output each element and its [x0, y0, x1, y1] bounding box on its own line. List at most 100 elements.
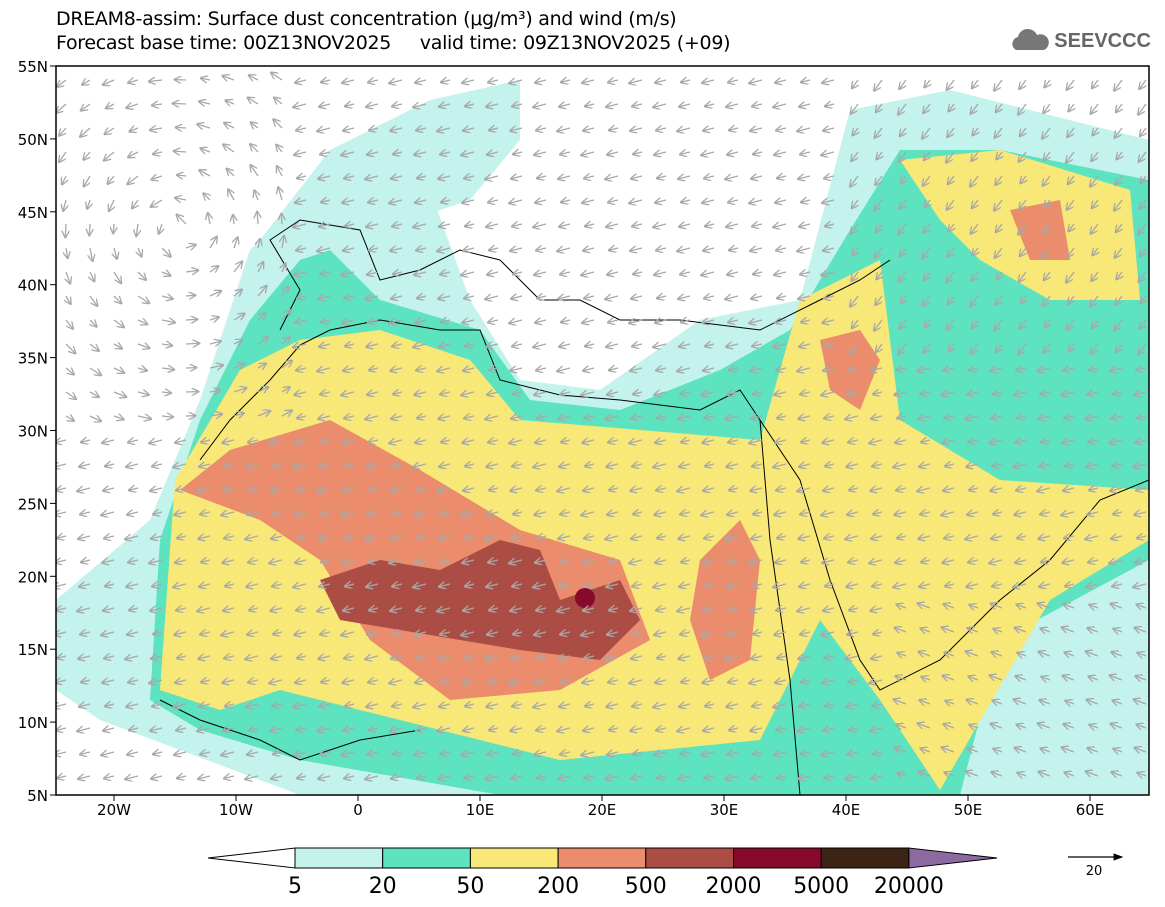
wind-arrow: [250, 144, 259, 153]
wind-arrow: [848, 440, 859, 442]
wind-arrow: [113, 344, 122, 349]
wind-arrow: [1069, 223, 1074, 231]
wind-arrow: [295, 560, 307, 563]
wind-arrow: [653, 584, 667, 587]
wind-arrow: [1069, 343, 1074, 351]
wind-arrow: [65, 319, 73, 329]
wind-arrow: [704, 536, 715, 538]
wind-arrow: [1115, 295, 1123, 305]
wind-arrow: [1061, 512, 1075, 515]
wind-arrow: [967, 700, 979, 704]
wind-arrow: [281, 411, 292, 416]
wind-arrow: [1091, 223, 1099, 234]
wind-arrow: [965, 536, 979, 539]
wind-arrow: [1043, 295, 1051, 306]
wind-arrow: [630, 128, 643, 131]
wind-arrow: [581, 632, 595, 635]
wind-arrow: [705, 224, 715, 226]
wind-arrow: [65, 416, 74, 421]
wind-arrow: [200, 632, 211, 634]
lat-label: 45N: [18, 204, 48, 222]
wind-arrow: [943, 368, 955, 371]
wind-arrow: [560, 152, 571, 154]
wind-arrow: [1039, 584, 1051, 587]
wind-arrow: [1063, 488, 1075, 491]
wind-arrow: [678, 416, 691, 419]
wind-arrow: [101, 632, 115, 635]
wind-arrow: [297, 296, 307, 298]
wind-arrow: [753, 392, 763, 394]
wind-arrow: [948, 175, 954, 184]
wind-arrow: [1087, 512, 1099, 515]
wind-arrow: [257, 364, 266, 368]
wind-arrow: [512, 224, 523, 226]
wind-arrow: [1016, 368, 1027, 370]
wind-arrow: [1017, 536, 1027, 538]
wind-arrow: [681, 560, 691, 562]
colorbar-swatch: [469, 847, 559, 869]
wind-arrow: [773, 584, 787, 587]
wind-arrow: [59, 151, 67, 162]
wind-arrow: [945, 464, 955, 466]
wind-arrow: [413, 224, 427, 227]
wind-arrow: [971, 151, 979, 161]
wind-arrow: [511, 536, 523, 539]
wind-arrow: [776, 248, 787, 250]
wind-arrow: [89, 223, 90, 235]
wind-arrow: [992, 584, 1003, 586]
wind-arrow: [489, 728, 499, 730]
wind-arrow: [536, 248, 547, 250]
wind-arrow: [1040, 512, 1051, 514]
wind-arrow: [1090, 295, 1099, 306]
wind-arrow: [209, 266, 218, 272]
wind-arrow: [1110, 488, 1123, 491]
wind-arrow: [681, 200, 691, 202]
wind-arrow: [463, 368, 475, 371]
wind-arrow: [823, 128, 835, 131]
wind-arrow: [657, 656, 667, 658]
wind-arrow: [1091, 103, 1099, 114]
wind-arrow: [799, 704, 811, 707]
wind-arrow: [797, 128, 811, 131]
wind-arrow: [1113, 512, 1123, 514]
wind-arrow: [629, 560, 643, 563]
wind-arrow: [510, 608, 523, 611]
wind-arrow: [437, 608, 451, 611]
wind-arrow: [56, 464, 67, 467]
wind-arrow: [1042, 127, 1051, 138]
wind-arrow: [65, 368, 74, 374]
wind-arrow: [204, 194, 210, 200]
wind-arrow: [296, 728, 307, 730]
wind-arrow: [997, 151, 1002, 159]
wind-arrow: [776, 728, 787, 730]
wind-arrow: [557, 128, 571, 131]
wind-arrow: [297, 416, 307, 418]
wind-arrow: [1092, 79, 1098, 88]
wind-arrow: [294, 152, 307, 155]
wind-arrow: [319, 224, 331, 227]
wind-arrow: [153, 752, 163, 754]
wind-arrow: [898, 103, 907, 114]
wind-arrow: [729, 248, 739, 250]
wind-arrow: [437, 128, 451, 131]
wind-arrow: [413, 104, 427, 107]
wind-arrow: [221, 632, 235, 635]
wind-arrow: [1039, 464, 1051, 467]
wind-arrow: [389, 680, 403, 683]
wind-arrow: [113, 223, 114, 233]
wind-arrow: [655, 440, 667, 443]
wind-arrow: [533, 464, 547, 467]
wind-arrow: [63, 199, 66, 211]
wind-arrow: [704, 296, 715, 298]
lat-label: 30N: [18, 423, 48, 441]
wind-arrow: [440, 632, 451, 634]
wind-arrow: [437, 248, 451, 251]
wind-arrow: [56, 560, 67, 563]
wind-arrow: [1044, 151, 1050, 160]
wind-arrow: [209, 237, 217, 249]
wind-arrow: [414, 152, 427, 155]
wind-arrow: [274, 120, 283, 129]
wind-arrow: [414, 272, 427, 275]
wind-arrow: [77, 728, 91, 731]
wind-arrow: [605, 536, 619, 539]
